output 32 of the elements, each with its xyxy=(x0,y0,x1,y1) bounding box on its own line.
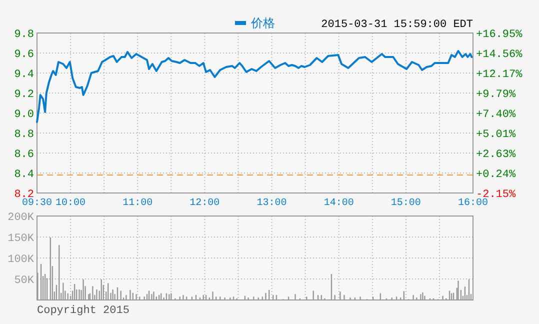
y-tick-label: 9.4 xyxy=(14,69,34,81)
x-tick-label: 14:00 xyxy=(324,198,354,209)
y-tick-label: 8.4 xyxy=(14,169,34,181)
y2-tick-label: +5.01% xyxy=(476,129,516,142)
x-tick-label: 11:00 xyxy=(122,198,153,209)
y-tick-label: 9.6 xyxy=(14,49,34,61)
chart-subtitle: 2015-03-31 15:59:00 EDT xyxy=(321,19,474,31)
y2-tick-label: +16.95% xyxy=(476,29,523,41)
x-tick-label: 10:00 xyxy=(56,198,86,209)
y-tick-label: 9.8 xyxy=(14,29,34,41)
y-tick-label: 100K xyxy=(8,254,34,266)
y-tick-label: 8.8 xyxy=(14,129,34,141)
x-tick-label: 13:00 xyxy=(256,198,287,209)
y-tick-label: 9.0 xyxy=(14,109,34,121)
y2-tick-label: +9.79% xyxy=(476,88,516,101)
y-tick-label: 200K xyxy=(8,212,34,224)
y-tick-label: 150K xyxy=(8,233,34,245)
legend-label: 价格 xyxy=(250,16,275,30)
x-tick-label: 16:00 xyxy=(458,198,488,209)
x-tick-label: 15:00 xyxy=(390,198,421,209)
y2-tick-label: +7.40% xyxy=(476,109,516,121)
y-tick-label: 8.6 xyxy=(14,149,34,161)
y2-tick-label: +14.56% xyxy=(476,49,523,62)
x-tick-label: 12:00 xyxy=(190,198,220,209)
x-tick-label: 09:30 xyxy=(22,198,52,209)
y2-tick-label: +0.24% xyxy=(476,168,516,181)
line-series xyxy=(36,50,473,123)
y-tick-label: 9.2 xyxy=(14,89,34,101)
y2-tick-label: +2.63% xyxy=(476,148,516,161)
y2-tick-label: +12.17% xyxy=(476,69,523,82)
text: Copyright 2015 xyxy=(37,305,130,317)
y-tick-label: 50K xyxy=(14,275,34,287)
